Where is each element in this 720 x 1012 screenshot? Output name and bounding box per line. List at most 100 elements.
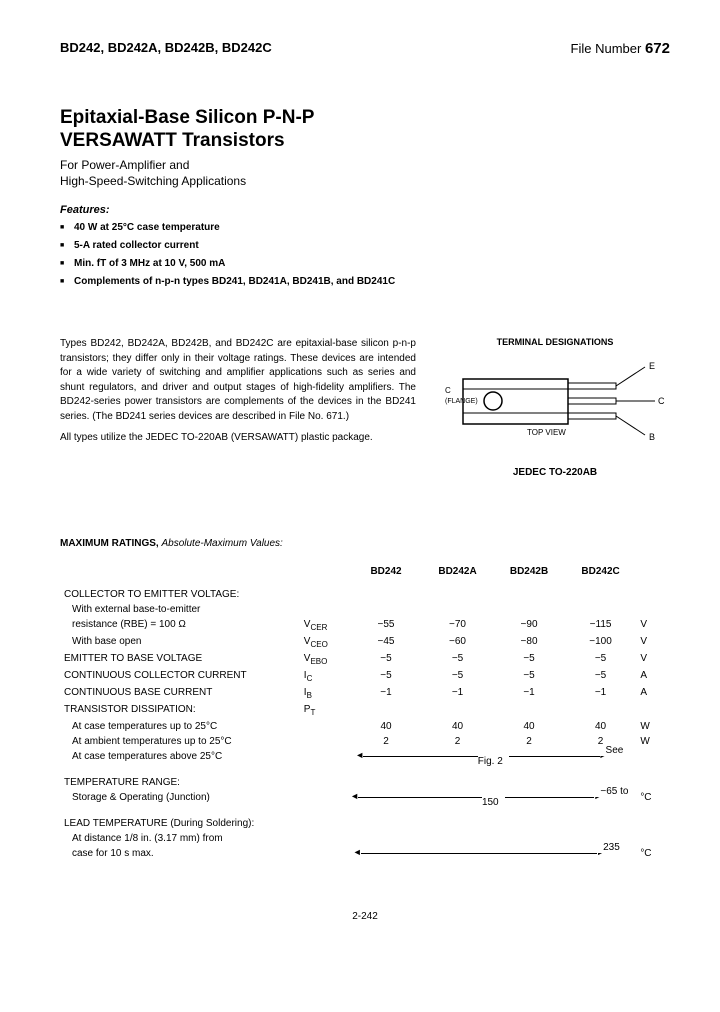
pin-e-label: E bbox=[649, 361, 655, 371]
symbol: IC bbox=[300, 668, 350, 685]
param-label: EMITTER TO BASE VOLTAGE bbox=[64, 653, 202, 664]
value: −115 bbox=[565, 617, 637, 634]
file-number: File Number 672 bbox=[571, 40, 670, 57]
value: 40 bbox=[422, 719, 494, 734]
page-title: Epitaxial-Base Silicon P-N-P VERSAWATT T… bbox=[60, 107, 670, 153]
feature-item: 5-A rated collector current bbox=[60, 240, 670, 251]
unit: A bbox=[636, 668, 670, 685]
value: 2 bbox=[350, 734, 422, 749]
param-label: TRANSISTOR DISSIPATION: bbox=[60, 702, 300, 719]
value: −1 bbox=[565, 685, 637, 702]
value: −90 bbox=[493, 617, 565, 634]
value: −5 bbox=[493, 651, 565, 668]
param-label: At case temperatures up to 25°C bbox=[72, 721, 217, 732]
value: −60 bbox=[422, 634, 494, 651]
description-text: Types BD242, BD242A, BD242B, and BD242C … bbox=[60, 337, 416, 478]
table-row: COLLECTOR TO EMITTER VOLTAGE: bbox=[60, 587, 670, 602]
ratings-title: MAXIMUM RATINGS, Absolute-Maximum Values… bbox=[60, 538, 670, 549]
col-header: BD242 bbox=[350, 563, 422, 587]
value: −5 bbox=[422, 668, 494, 685]
terminal-diagram: TERMINAL DESIGNATIONS E C B C (FLANGE) T… bbox=[440, 337, 670, 478]
value: 40 bbox=[565, 719, 637, 734]
table-row: TEMPERATURE RANGE: bbox=[60, 775, 670, 790]
value: −45 bbox=[350, 634, 422, 651]
unit: °C bbox=[636, 846, 670, 861]
symbol: VEBO bbox=[300, 651, 350, 668]
subtitle: For Power-Amplifier and High-Speed-Switc… bbox=[60, 157, 670, 191]
pin-c2-label: C bbox=[445, 386, 451, 395]
param-label: CONTINUOUS BASE CURRENT bbox=[64, 687, 212, 698]
table-row: case for 10 s max. 235 °C bbox=[60, 846, 670, 861]
file-number-value: 672 bbox=[645, 40, 670, 57]
table-row: LEAD TEMPERATURE (During Soldering): bbox=[60, 816, 670, 831]
package-diagram-icon: E C B C (FLANGE) TOP VIEW bbox=[445, 355, 665, 450]
diagram-title: TERMINAL DESIGNATIONS bbox=[440, 337, 670, 347]
param-label: At ambient temperatures up to 25°C bbox=[72, 736, 232, 747]
value: −5 bbox=[493, 668, 565, 685]
table-row: At case temperatures up to 25°C 40 40 40… bbox=[60, 719, 670, 734]
table-row: Storage & Operating (Junction) −65 to 15… bbox=[60, 790, 670, 816]
unit: V bbox=[636, 617, 670, 634]
value: 2 bbox=[422, 734, 494, 749]
value: 2 bbox=[493, 734, 565, 749]
symbol: VCEO bbox=[300, 634, 350, 651]
value: 40 bbox=[350, 719, 422, 734]
param-label: At case temperatures above 25°C bbox=[72, 751, 222, 762]
value: 40 bbox=[493, 719, 565, 734]
unit: A bbox=[636, 685, 670, 702]
feature-item: Min. fT of 3 MHz at 10 V, 500 mA bbox=[60, 258, 670, 269]
symbol: PT bbox=[300, 702, 350, 719]
param-label: Storage & Operating (Junction) bbox=[72, 792, 210, 803]
table-row: At distance 1/8 in. (3.17 mm) from bbox=[60, 831, 670, 846]
value: −5 bbox=[565, 651, 637, 668]
symbol: VCER bbox=[300, 617, 350, 634]
param-label: COLLECTOR TO EMITTER VOLTAGE: bbox=[60, 587, 300, 602]
col-header: BD242B bbox=[493, 563, 565, 587]
value: −70 bbox=[422, 617, 494, 634]
value: −55 bbox=[350, 617, 422, 634]
param-label: case for 10 s max. bbox=[72, 848, 154, 859]
value: −5 bbox=[350, 668, 422, 685]
file-label: File Number bbox=[571, 41, 642, 56]
subtitle-line-1: For Power-Amplifier and bbox=[60, 158, 189, 172]
param-label: LEAD TEMPERATURE (During Soldering): bbox=[60, 816, 300, 831]
header-parts: BD242, BD242A, BD242B, BD242C bbox=[60, 40, 272, 57]
title-line-1: Epitaxial-Base Silicon P-N-P bbox=[60, 107, 314, 128]
value: −5 bbox=[350, 651, 422, 668]
ratings-subtitle: Absolute-Maximum Values: bbox=[161, 538, 282, 549]
value: −80 bbox=[493, 634, 565, 651]
table-row: CONTINUOUS COLLECTOR CURRENT IC −5 −5 −5… bbox=[60, 668, 670, 685]
value: −1 bbox=[350, 685, 422, 702]
diagram-caption: JEDEC TO-220AB bbox=[440, 467, 670, 478]
param-label: resistance (RBE) = 100 Ω bbox=[72, 619, 186, 630]
value: −5 bbox=[565, 668, 637, 685]
value: −1 bbox=[493, 685, 565, 702]
ratings-table: BD242 BD242A BD242B BD242C COLLECTOR TO … bbox=[60, 563, 670, 861]
subtitle-line-2: High-Speed-Switching Applications bbox=[60, 174, 246, 188]
table-row: resistance (RBE) = 100 Ω VCER −55 −70 −9… bbox=[60, 617, 670, 634]
value: −1 bbox=[422, 685, 494, 702]
table-row: TRANSISTOR DISSIPATION: PT bbox=[60, 702, 670, 719]
pin-b-label: B bbox=[649, 432, 655, 442]
title-line-2: VERSAWATT Transistors bbox=[60, 130, 285, 151]
ratings-title-text: MAXIMUM RATINGS, bbox=[60, 538, 159, 549]
param-label: At distance 1/8 in. (3.17 mm) from bbox=[60, 831, 300, 846]
table-row: CONTINUOUS BASE CURRENT IB −1 −1 −1 −1 A bbox=[60, 685, 670, 702]
value: −5 bbox=[422, 651, 494, 668]
arrow-label: 235 bbox=[597, 842, 626, 853]
pin-c-label: C bbox=[658, 396, 665, 406]
feature-item: Complements of n-p-n types BD241, BD241A… bbox=[60, 276, 670, 287]
unit: W bbox=[636, 734, 670, 749]
top-view-label: TOP VIEW bbox=[527, 428, 566, 437]
table-row: At ambient temperatures up to 25°C 2 2 2… bbox=[60, 734, 670, 749]
table-row: With external base-to-emitter bbox=[60, 602, 670, 617]
page-number: 2-242 bbox=[60, 911, 670, 922]
value: −100 bbox=[565, 634, 637, 651]
table-row: With base open VCEO −45 −60 −80 −100 V bbox=[60, 634, 670, 651]
table-row: EMITTER TO BASE VOLTAGE VEBO −5 −5 −5 −5… bbox=[60, 651, 670, 668]
unit: °C bbox=[636, 790, 670, 816]
param-label: With base open bbox=[72, 636, 142, 647]
feature-item: 40 W at 25°C case temperature bbox=[60, 222, 670, 233]
symbol: IB bbox=[300, 685, 350, 702]
features-label: Features: bbox=[60, 204, 670, 216]
